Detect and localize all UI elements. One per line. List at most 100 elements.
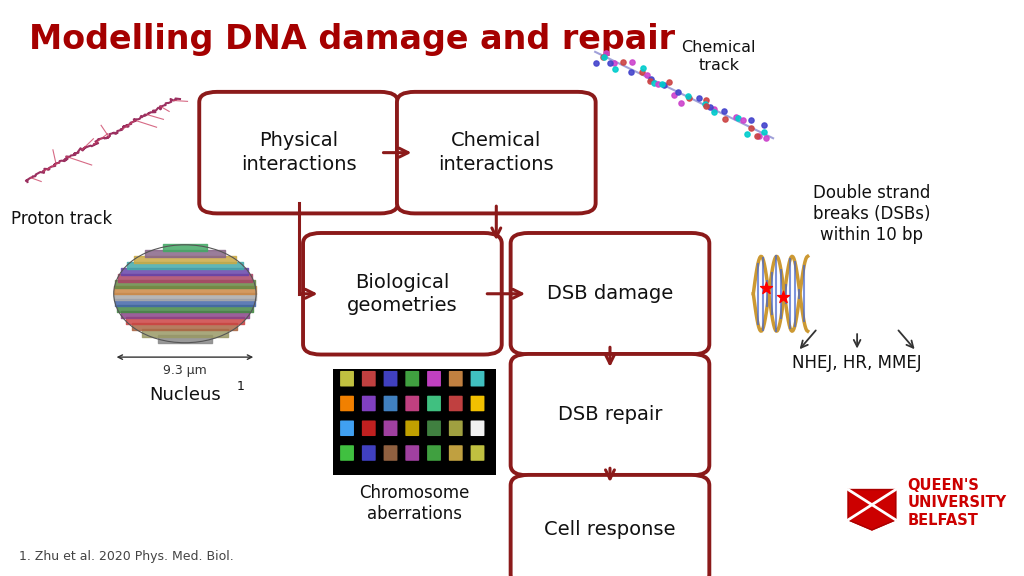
Point xyxy=(690,93,707,103)
Text: 1: 1 xyxy=(237,380,244,393)
Point xyxy=(751,131,767,141)
Point xyxy=(646,78,663,87)
Point xyxy=(623,67,639,76)
Point xyxy=(728,112,744,122)
FancyBboxPatch shape xyxy=(427,396,441,411)
FancyBboxPatch shape xyxy=(427,371,441,386)
FancyBboxPatch shape xyxy=(449,420,463,436)
Text: DSB damage: DSB damage xyxy=(547,285,673,303)
FancyBboxPatch shape xyxy=(384,420,397,436)
Point xyxy=(707,104,723,113)
Point xyxy=(655,80,672,89)
Polygon shape xyxy=(848,490,896,530)
Point xyxy=(742,116,759,125)
Text: Double strand
breaks (DSBs)
within 10 bp: Double strand breaks (DSBs) within 10 bp xyxy=(813,184,931,244)
Point xyxy=(588,58,604,67)
Point xyxy=(758,283,774,293)
Text: Modelling DNA damage and repair: Modelling DNA damage and repair xyxy=(29,23,675,56)
FancyBboxPatch shape xyxy=(384,371,397,386)
FancyBboxPatch shape xyxy=(340,420,354,436)
FancyBboxPatch shape xyxy=(449,445,463,461)
FancyBboxPatch shape xyxy=(471,396,484,411)
Point xyxy=(634,68,650,77)
FancyBboxPatch shape xyxy=(361,445,376,461)
Text: NHEJ, HR, MMEJ: NHEJ, HR, MMEJ xyxy=(793,354,922,372)
FancyBboxPatch shape xyxy=(406,445,419,461)
Point xyxy=(681,94,697,103)
Text: 9.3 μm: 9.3 μm xyxy=(163,364,207,377)
Point xyxy=(596,52,612,61)
Point xyxy=(749,131,765,141)
Point xyxy=(670,88,686,97)
Point xyxy=(635,63,651,73)
FancyBboxPatch shape xyxy=(340,396,354,411)
Text: Nucleus: Nucleus xyxy=(150,386,221,404)
Point xyxy=(639,70,655,79)
FancyBboxPatch shape xyxy=(449,371,463,386)
FancyBboxPatch shape xyxy=(333,369,497,475)
Point xyxy=(624,58,640,67)
Point xyxy=(697,99,714,108)
Text: Physical
interactions: Physical interactions xyxy=(241,131,356,174)
Point xyxy=(650,79,667,89)
Text: DSB repair: DSB repair xyxy=(558,406,663,424)
Point xyxy=(673,98,689,107)
Point xyxy=(756,128,772,137)
FancyBboxPatch shape xyxy=(427,445,441,461)
FancyBboxPatch shape xyxy=(449,396,463,411)
Point xyxy=(697,101,714,110)
FancyBboxPatch shape xyxy=(511,233,710,355)
FancyBboxPatch shape xyxy=(361,420,376,436)
Text: Chromosome
aberrations: Chromosome aberrations xyxy=(359,484,470,522)
Text: Chemical
interactions: Chemical interactions xyxy=(438,131,554,174)
FancyBboxPatch shape xyxy=(427,420,441,436)
FancyBboxPatch shape xyxy=(406,396,419,411)
Text: Chemical
track: Chemical track xyxy=(681,40,756,73)
Point xyxy=(615,57,632,66)
Text: Proton track: Proton track xyxy=(10,210,112,228)
Point xyxy=(730,113,746,123)
FancyBboxPatch shape xyxy=(471,371,484,386)
Point xyxy=(702,102,719,111)
FancyBboxPatch shape xyxy=(471,420,484,436)
FancyBboxPatch shape xyxy=(471,445,484,461)
FancyBboxPatch shape xyxy=(384,396,397,411)
Text: 1. Zhu et al. 2020 Phys. Med. Biol.: 1. Zhu et al. 2020 Phys. Med. Biol. xyxy=(18,550,233,563)
Point xyxy=(602,59,618,68)
Point xyxy=(643,75,659,84)
Point xyxy=(707,108,723,117)
FancyBboxPatch shape xyxy=(511,354,710,475)
Point xyxy=(607,65,624,74)
Point xyxy=(717,115,733,124)
FancyBboxPatch shape xyxy=(397,92,596,214)
FancyBboxPatch shape xyxy=(303,233,502,355)
Point xyxy=(653,79,670,89)
FancyBboxPatch shape xyxy=(200,92,398,214)
Point xyxy=(758,133,774,142)
FancyBboxPatch shape xyxy=(361,371,376,386)
FancyBboxPatch shape xyxy=(340,445,354,461)
Point xyxy=(756,120,772,130)
Text: Cell response: Cell response xyxy=(544,521,676,539)
FancyBboxPatch shape xyxy=(406,420,419,436)
Text: Biological
geometries: Biological geometries xyxy=(347,272,458,315)
Point xyxy=(660,77,677,86)
Point xyxy=(605,59,622,68)
Point xyxy=(697,96,714,105)
Point xyxy=(738,130,755,139)
Point xyxy=(680,92,696,101)
Point xyxy=(716,106,732,115)
Point xyxy=(742,123,759,132)
Point xyxy=(666,90,682,100)
FancyBboxPatch shape xyxy=(340,371,354,386)
FancyBboxPatch shape xyxy=(361,396,376,411)
FancyBboxPatch shape xyxy=(511,475,710,576)
Point xyxy=(597,48,613,58)
Point xyxy=(734,116,751,125)
Point xyxy=(595,52,611,62)
Point xyxy=(642,77,658,86)
FancyBboxPatch shape xyxy=(406,371,419,386)
Text: QUEEN'S
UNIVERSITY
BELFAST: QUEEN'S UNIVERSITY BELFAST xyxy=(907,478,1007,528)
Point xyxy=(775,292,792,301)
FancyBboxPatch shape xyxy=(384,445,397,461)
